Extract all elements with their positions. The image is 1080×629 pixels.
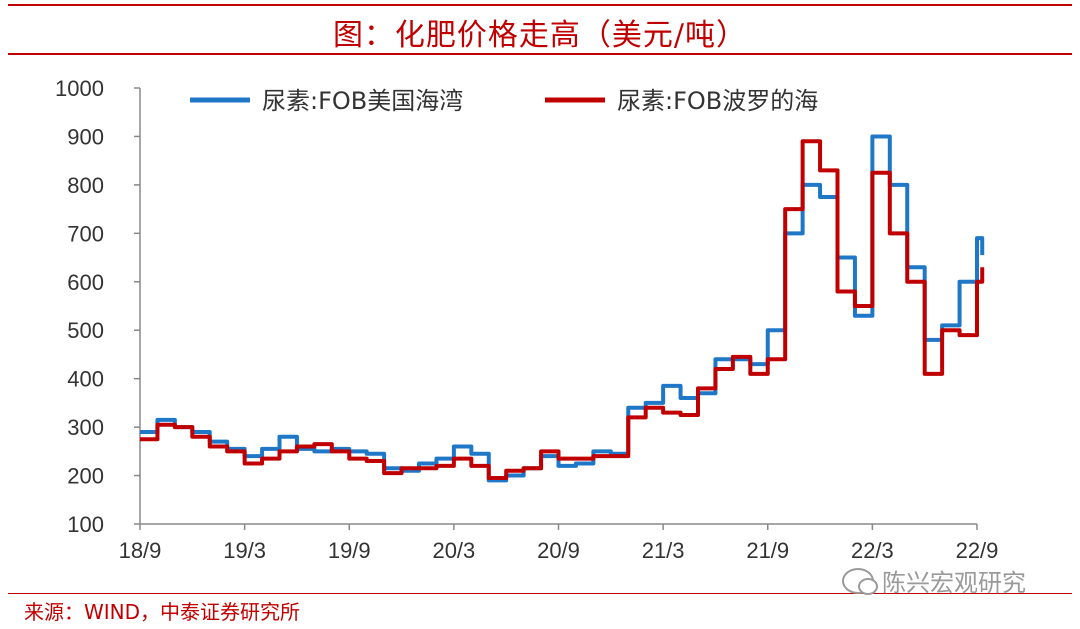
x-tick-label: 20/3 bbox=[432, 538, 475, 563]
y-tick-label: 600 bbox=[67, 270, 104, 295]
title-bottom-rule bbox=[8, 53, 1072, 55]
y-tick-label: 1000 bbox=[55, 76, 104, 101]
chart-series bbox=[140, 134, 985, 483]
source-rule bbox=[8, 593, 1072, 594]
x-tick-label: 19/3 bbox=[223, 538, 266, 563]
wechat-icon bbox=[842, 567, 878, 595]
source-note: 来源：WIND，中泰证券研究所 bbox=[24, 600, 301, 624]
y-tick-label: 500 bbox=[67, 318, 104, 343]
x-tick-label: 20/9 bbox=[537, 538, 580, 563]
y-tick-label: 700 bbox=[67, 221, 104, 246]
chart-legend: 尿素:FOB美国海湾 尿素:FOB波罗的海 bbox=[190, 87, 818, 115]
legend-label: 尿素:FOB波罗的海 bbox=[617, 87, 818, 115]
y-tick-label: 300 bbox=[67, 415, 104, 440]
y-tick-label: 900 bbox=[67, 124, 104, 149]
y-tick-label: 200 bbox=[67, 464, 104, 489]
x-tick-label: 21/3 bbox=[642, 538, 685, 563]
watermark-text: 陈兴宏观研究 bbox=[882, 569, 1026, 597]
line-chart: 100 200 300 400 500 600 700 800 900 1000 18/9 19/3 1… bbox=[55, 76, 998, 563]
y-tick-label: 100 bbox=[67, 512, 104, 537]
watermark: 陈兴宏观研究 bbox=[842, 563, 1026, 598]
legend-label: 尿素:FOB美国海湾 bbox=[262, 87, 463, 115]
y-tick-label: 800 bbox=[67, 173, 104, 198]
title-top-rule bbox=[8, 4, 1072, 6]
x-tick-label: 22/3 bbox=[851, 538, 894, 563]
x-tick-label: 19/9 bbox=[328, 538, 371, 563]
series-line-baltic bbox=[140, 139, 985, 480]
x-tick-label: 21/9 bbox=[746, 538, 789, 563]
x-tick-label: 22/9 bbox=[956, 538, 999, 563]
title-bar: 图：化肥价格走高（美元/吨） bbox=[0, 0, 1080, 56]
chart-axes: 100 200 300 400 500 600 700 800 900 1000 18/9 19/3 1… bbox=[55, 76, 998, 563]
series-line-us-gulf bbox=[140, 134, 985, 483]
y-tick-label: 400 bbox=[67, 367, 104, 392]
x-tick-label: 18/9 bbox=[119, 538, 162, 563]
chart-title: 图：化肥价格走高（美元/吨） bbox=[332, 18, 748, 53]
